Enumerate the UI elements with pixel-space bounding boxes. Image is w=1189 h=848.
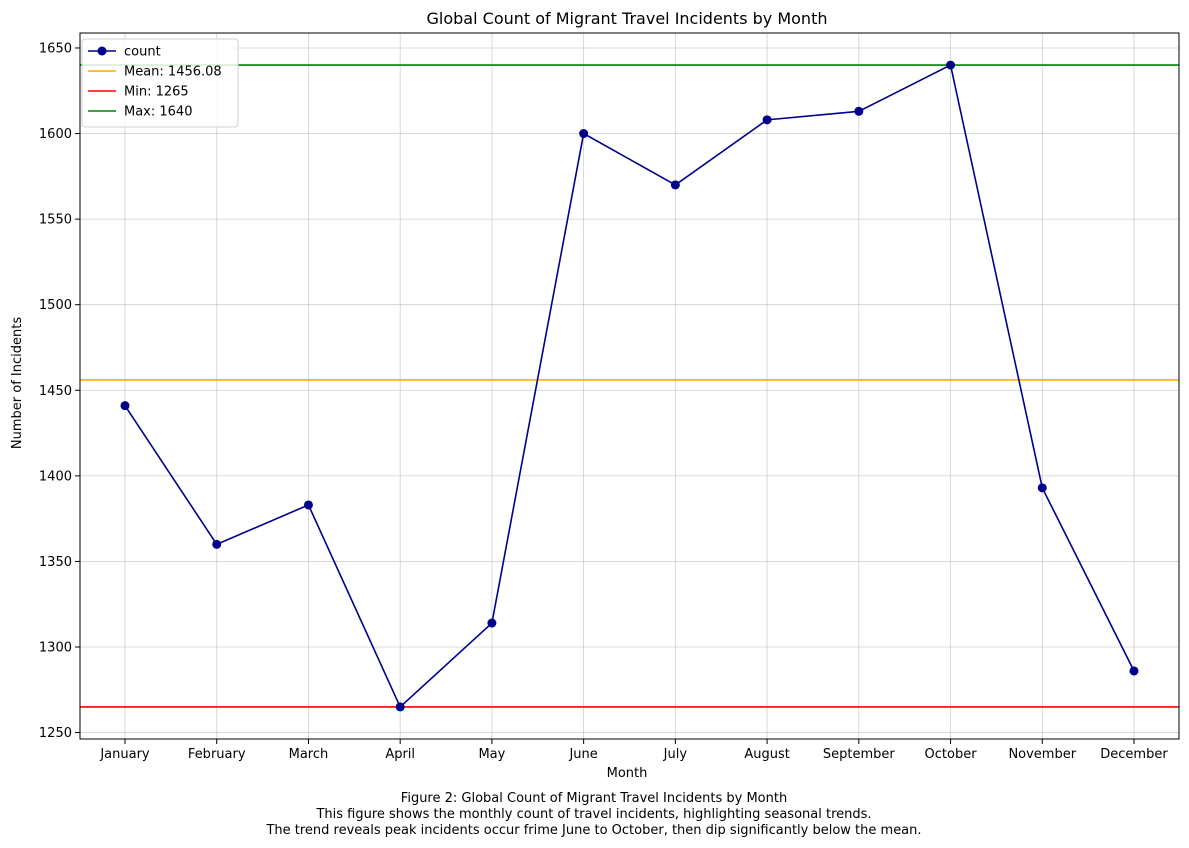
caption-line-2: This figure shows the monthly count of t… [315, 807, 871, 822]
x-tick-label: September [823, 747, 896, 762]
reference-lines [80, 64, 1179, 708]
y-tick-label: 1400 [39, 469, 72, 484]
data-point [212, 539, 222, 549]
caption-line-1: Figure 2: Global Count of Migrant Travel… [401, 791, 787, 806]
y-tick-label: 1650 [39, 41, 72, 56]
legend-label: Max: 1640 [124, 105, 192, 120]
x-tick-label: November [1008, 747, 1076, 762]
data-point [303, 500, 313, 510]
y-axis-title: Number of Incidents [10, 317, 25, 449]
y-tick-label: 1450 [39, 384, 72, 399]
data-point [854, 106, 864, 116]
data-point [487, 618, 497, 628]
x-tick-label: June [568, 747, 597, 762]
x-tick-label: March [289, 747, 329, 762]
x-tick-label: August [744, 747, 790, 762]
data-point [762, 115, 772, 125]
x-tick-label: April [385, 747, 415, 762]
data-point [946, 60, 956, 70]
y-tick-label: 1350 [39, 555, 72, 570]
legend-marker [97, 46, 107, 56]
plot-frame [79, 32, 1180, 740]
x-tick-label: February [188, 747, 246, 762]
y-tick-label: 1500 [39, 298, 72, 313]
series-line [124, 63, 1135, 709]
grid [80, 33, 1179, 739]
data-point [1129, 666, 1139, 676]
legend: count Mean: 1456.08 Min: 1265 Max: 1640 [81, 38, 239, 128]
y-tick-label: 1250 [39, 726, 72, 741]
x-axis-title: Month [607, 766, 648, 781]
x-axis: January February March April May June July Augu… [99, 739, 1168, 762]
data-point [120, 401, 130, 411]
x-tick-label: January [99, 747, 150, 762]
x-tick-label: October [925, 747, 978, 762]
x-tick-label: May [478, 747, 505, 762]
legend-label: Mean: 1456.08 [124, 65, 222, 80]
x-tick-label: July [663, 747, 688, 762]
series-count [120, 60, 1139, 712]
data-point [579, 129, 589, 139]
figure-caption: Figure 2: Global Count of Migrant Travel… [265, 791, 921, 838]
data-point [395, 702, 405, 712]
data-point [670, 180, 680, 190]
y-tick-label: 1550 [39, 213, 72, 228]
legend-label: count [124, 45, 161, 60]
legend-box [81, 38, 239, 128]
x-tick-label: December [1100, 747, 1168, 762]
y-axis: 1250 1300 1350 1400 1450 1500 1550 1600 1650 [39, 41, 80, 741]
y-tick-label: 1300 [39, 641, 72, 656]
legend-label: Min: 1265 [124, 85, 189, 100]
caption-line-3: The trend reveals peak incidents occur f… [265, 823, 921, 838]
chart-title: Global Count of Migrant Travel Incidents… [427, 9, 828, 28]
data-point [1037, 483, 1047, 493]
y-tick-label: 1600 [39, 127, 72, 142]
